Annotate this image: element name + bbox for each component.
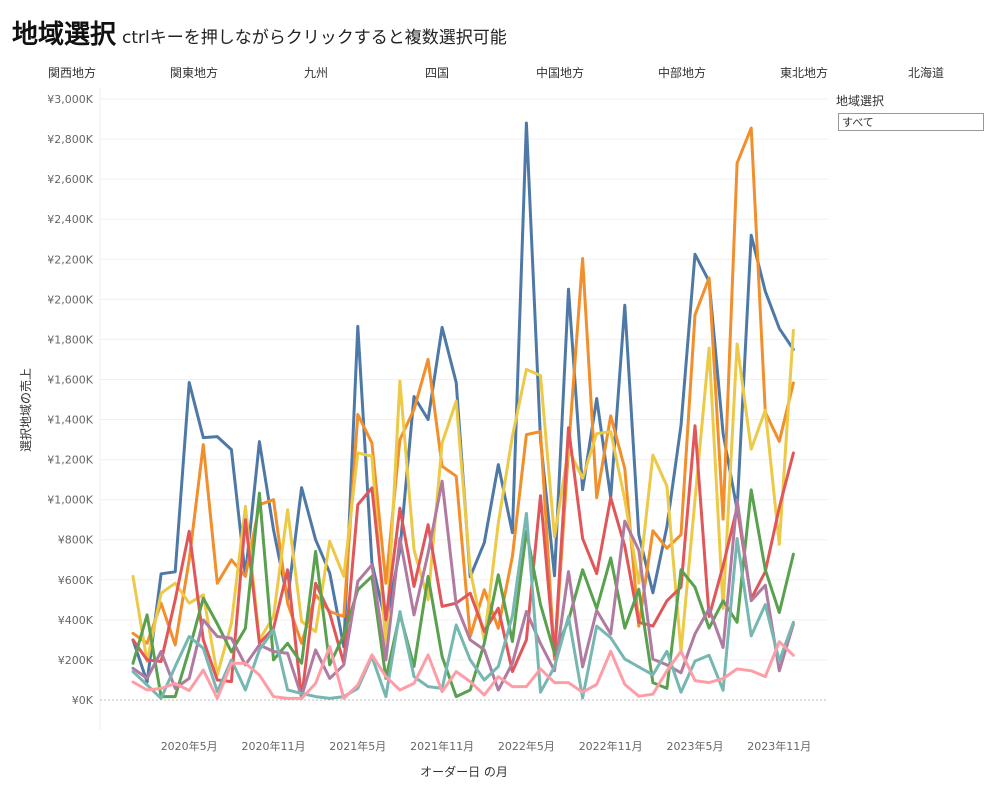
filter-kanto[interactable]: 関東地方 (169, 66, 219, 80)
x-axis-title: オーダー日 の月 (420, 764, 508, 779)
filter-chugoku[interactable]: 中国地方 (535, 66, 585, 80)
y-tick-label: ¥1,800K (47, 333, 93, 346)
y-tick-label: ¥1,600K (47, 373, 93, 386)
series-line-4[interactable] (131, 424, 795, 700)
x-tick-label: 2023年11月 (747, 739, 811, 753)
region-select-input[interactable]: すべて (838, 113, 984, 131)
x-tick-label: 2022年11月 (579, 739, 643, 753)
filter-hokkaido[interactable]: 北海道 (907, 66, 945, 80)
x-tick-label: 2021年11月 (410, 739, 474, 753)
y-tick-label: ¥2,000K (47, 293, 93, 306)
y-tick-label: ¥2,800K (47, 133, 93, 146)
series-line-3[interactable] (131, 328, 795, 677)
filter-kyushu[interactable]: 九州 (303, 66, 329, 80)
x-tick-label: 2020年5月 (161, 739, 218, 753)
y-tick-label: ¥1,000K (47, 494, 93, 507)
x-tick-label: 2022年5月 (498, 739, 555, 753)
y-tick-label: ¥2,200K (47, 253, 93, 266)
y-axis-title: 選択地域の売上 (18, 368, 33, 452)
y-tick-label: ¥200K (58, 654, 94, 667)
series-line-8[interactable] (131, 640, 795, 700)
y-tick-label: ¥2,600K (47, 173, 93, 186)
y-tick-label: ¥0K (72, 694, 94, 707)
region-select-label: 地域選択 (836, 94, 885, 108)
y-tick-label: ¥800K (58, 534, 94, 547)
dashboard-title: 地域選択 ctrlキーを押しながらクリックすると複数選択可能 (12, 14, 507, 51)
filter-shikoku[interactable]: 四国 (424, 66, 450, 80)
page-title: 地域選択 (12, 20, 117, 50)
region-filter-bar: 関西地方 関東地方 九州 四国 中国地方 中部地方 東北地方 北海道 (12, 64, 988, 82)
series-line-2[interactable] (131, 126, 795, 661)
line-chart: ¥0K ¥200K ¥400K ¥600K ¥800K ¥1,000K ¥1,200K ¥1,… (18, 88, 828, 779)
x-tick-label: 2020年11月 (242, 739, 306, 753)
x-tick-label: 2023年5月 (667, 739, 724, 753)
series-line-7[interactable] (131, 511, 795, 700)
y-tick-label: ¥600K (58, 574, 94, 587)
filter-kansai[interactable]: 関西地方 (47, 66, 97, 80)
y-tick-label: ¥400K (58, 614, 94, 627)
series-line-6[interactable] (131, 479, 795, 699)
y-tick-label: ¥1,400K (47, 414, 93, 427)
series-line-5[interactable] (131, 488, 795, 699)
filter-chubu[interactable]: 中部地方 (657, 66, 707, 80)
y-tick-label: ¥2,400K (47, 213, 93, 226)
y-tick-label: ¥3,000K (47, 93, 93, 106)
page-subtitle: ctrlキーを押しながらクリックすると複数選択可能 (122, 28, 507, 48)
x-tick-label: 2021年5月 (329, 739, 386, 753)
filter-tohoku[interactable]: 東北地方 (779, 66, 829, 80)
y-tick-label: ¥1,200K (47, 454, 93, 467)
